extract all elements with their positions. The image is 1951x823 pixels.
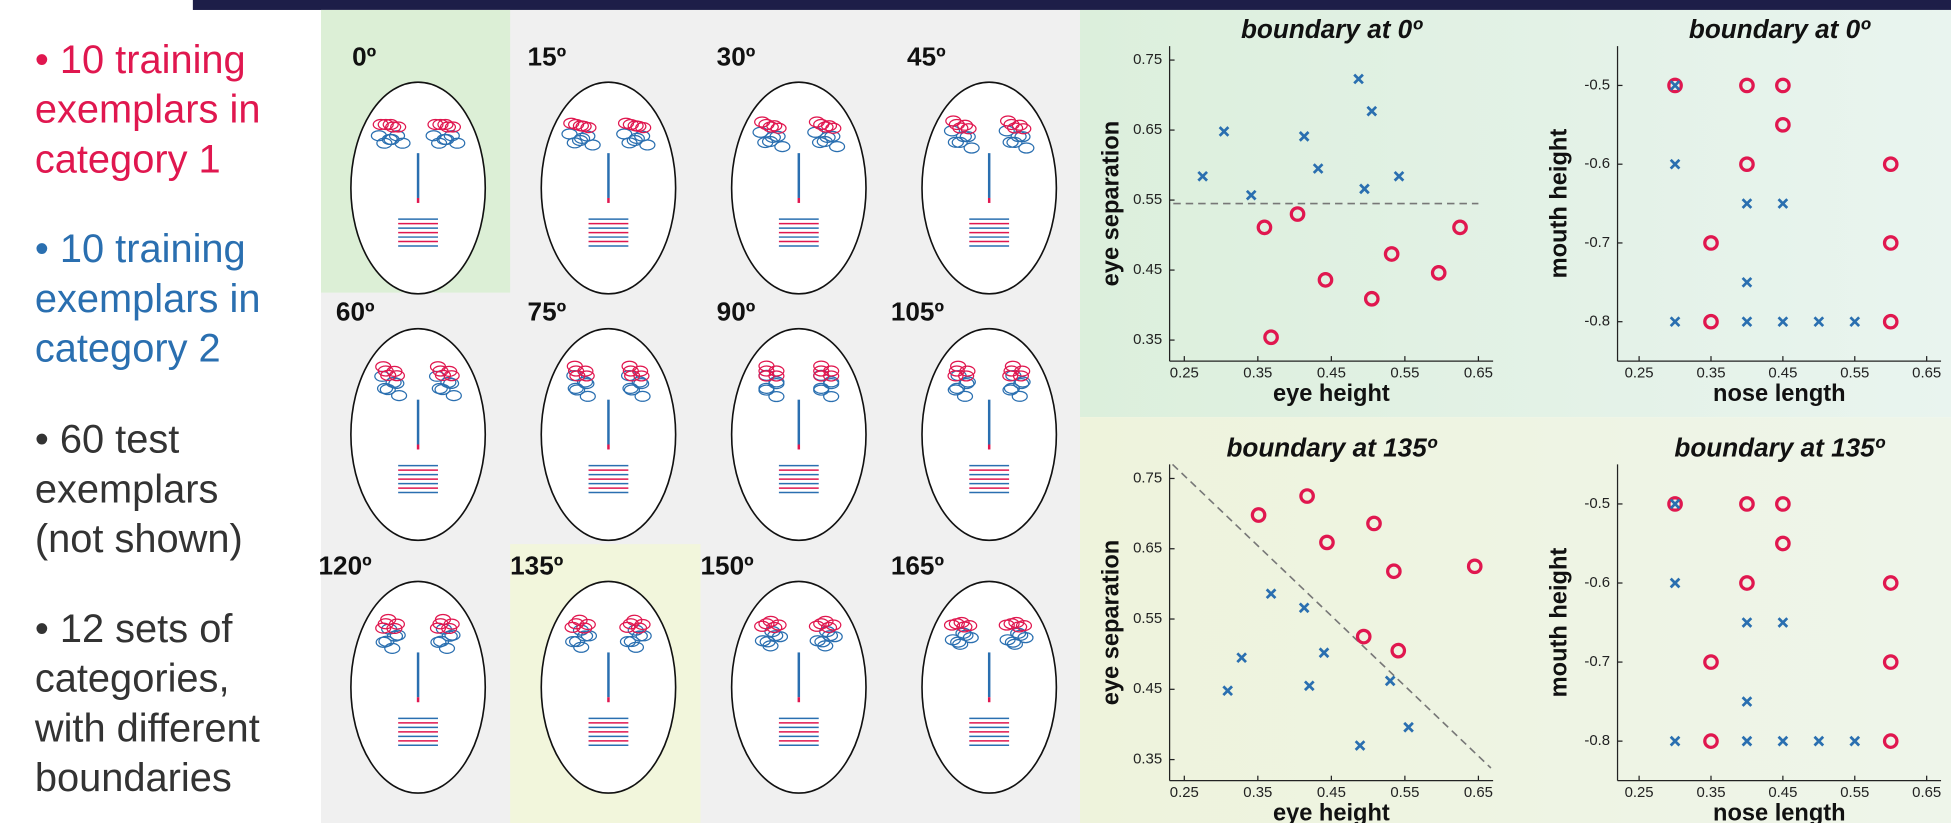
bullet-line: with different	[34, 706, 260, 750]
bullet-line: exemplars in	[35, 277, 261, 321]
x-axis-label: nose length	[1713, 381, 1846, 407]
face-label: 0º	[352, 41, 377, 71]
y-axis-label: eye separation	[1099, 121, 1125, 287]
face-label: 150º	[701, 551, 755, 581]
y-tick-label: 0.45	[1133, 261, 1162, 278]
charts-top-bg	[1080, 10, 1951, 417]
x-axis-label: eye height	[1273, 381, 1390, 407]
y-tick-label: 0.65	[1133, 121, 1162, 138]
bullets: • 10 training exemplars in category 1 • 10 …	[34, 38, 261, 800]
bullet-line: • 10 training	[35, 38, 246, 82]
y-tick-label: -0.5	[1584, 495, 1610, 512]
chart-title: boundary at 0º	[1689, 14, 1871, 44]
x-tick-label: 0.65	[1912, 784, 1941, 801]
y-tick-label: -0.8	[1584, 313, 1610, 330]
face-label: 15º	[528, 41, 567, 71]
y-tick-label: -0.6	[1584, 574, 1610, 591]
y-tick-label: -0.7	[1584, 653, 1610, 670]
bullet-line: category 1	[35, 137, 221, 181]
y-tick-label: -0.8	[1584, 732, 1610, 749]
x-axis-label: eye height	[1273, 801, 1390, 823]
bullet-line: • 10 training	[35, 227, 246, 271]
charts-bottom-bg	[1080, 417, 1951, 823]
chart-title: boundary at 0º	[1241, 14, 1423, 44]
bullet-line: (not shown)	[35, 517, 243, 561]
x-tick-label: 0.35	[1696, 364, 1725, 381]
y-axis-label: mouth height	[1547, 129, 1573, 279]
face-label: 120º	[319, 551, 373, 581]
x-tick-label: 0.55	[1840, 364, 1869, 381]
face-label: 105º	[891, 297, 945, 327]
chart-title: boundary at 135º	[1674, 432, 1885, 462]
x-tick-label: 0.55	[1390, 784, 1419, 801]
x-tick-label: 0.65	[1912, 364, 1941, 381]
bullet-line: exemplars	[35, 467, 219, 511]
y-tick-label: 0.55	[1133, 191, 1162, 208]
y-tick-label: 0.35	[1133, 751, 1162, 768]
face-label: 45º	[907, 41, 946, 71]
y-tick-label: 0.35	[1133, 331, 1162, 348]
bullet-line: • 12 sets of	[35, 607, 233, 651]
x-tick-label: 0.25	[1625, 784, 1654, 801]
face-label: 135º	[510, 551, 564, 581]
x-tick-label: 0.25	[1170, 364, 1199, 381]
face-label: 60º	[336, 297, 375, 327]
x-tick-label: 0.25	[1170, 784, 1199, 801]
x-tick-label: 0.65	[1464, 364, 1493, 381]
x-tick-label: 0.35	[1243, 784, 1272, 801]
x-tick-label: 0.45	[1317, 784, 1346, 801]
y-tick-label: 0.75	[1133, 51, 1162, 68]
x-tick-label: 0.55	[1390, 364, 1419, 381]
top-bar	[193, 0, 1951, 10]
bullet-line: boundaries	[35, 756, 232, 800]
bullet-line: • 60 test	[35, 418, 179, 462]
y-axis-label: eye separation	[1099, 540, 1125, 706]
face-label: 165º	[891, 551, 945, 581]
y-axis-label: mouth height	[1547, 548, 1573, 698]
slide: • 10 training exemplars in category 1 • 10 …	[0, 0, 1951, 823]
x-tick-label: 0.35	[1243, 364, 1272, 381]
y-tick-label: -0.5	[1584, 76, 1610, 93]
y-tick-label: 0.75	[1133, 469, 1162, 486]
x-tick-label: 0.25	[1625, 364, 1654, 381]
y-tick-label: 0.65	[1133, 540, 1162, 557]
bullet-line: categories,	[35, 657, 230, 701]
face-label: 90º	[717, 297, 756, 327]
x-tick-label: 0.65	[1464, 784, 1493, 801]
y-tick-label: -0.7	[1584, 234, 1610, 251]
y-tick-label: 0.45	[1133, 680, 1162, 697]
chart-title: boundary at 135º	[1226, 432, 1437, 462]
bullet-line: category 2	[35, 327, 221, 371]
x-tick-label: 0.45	[1768, 364, 1797, 381]
y-tick-label: -0.6	[1584, 155, 1610, 172]
face-label: 30º	[717, 41, 756, 71]
page: {"bullets": [ {"color": "#e0174f", "line…	[0, 0, 1951, 823]
bullet-line: exemplars in	[35, 88, 261, 132]
y-tick-label: 0.55	[1133, 610, 1162, 627]
x-tick-label: 0.35	[1696, 784, 1725, 801]
face-label: 75º	[528, 297, 567, 327]
x-tick-label: 0.45	[1317, 364, 1346, 381]
x-tick-label: 0.55	[1840, 784, 1869, 801]
x-axis-label: nose length	[1713, 801, 1846, 823]
x-tick-label: 0.45	[1768, 784, 1797, 801]
